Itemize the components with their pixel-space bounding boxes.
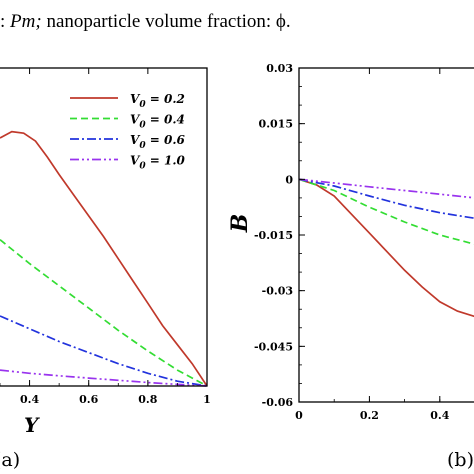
y-tick-label-b-3: -0.015 <box>254 229 293 242</box>
chart-panel-a: 0.40.60.81Y(a)V0 = 0.2V0 = 0.4V0 = 0.6V0… <box>0 67 211 471</box>
series-line-a-3 <box>0 369 208 387</box>
y-tick-label-b-6: -0.06 <box>262 396 294 409</box>
x-tick-label-a-0: 0.4 <box>20 393 39 406</box>
legend-label-3: V0 = 1.0 <box>130 154 186 172</box>
plot-frame-a <box>0 67 208 387</box>
legend: V0 = 0.2 V0 = 0.4 V0 = 0.6 V0 = 1.0 <box>70 92 186 172</box>
y-tick-label-b-2: 0 <box>285 173 293 186</box>
x-tick-label-a-3: 1 <box>203 393 211 406</box>
caption-pm: Pm; <box>10 11 42 32</box>
plot-frame-b <box>298 67 474 403</box>
y-tick-label-b-4: -0.03 <box>262 285 293 298</box>
series-line-b-1 <box>298 178 474 245</box>
x-axis-label-a: Y <box>24 413 40 437</box>
y-axis-label-b: B <box>227 214 253 234</box>
x-tick-label-a-2: 0.8 <box>138 393 157 406</box>
legend-label-2: V0 = 0.6 <box>130 133 186 151</box>
caption-rest: nanoparticle volume fraction: ϕ. <box>46 11 291 32</box>
legend-label-0: V0 = 0.2 <box>130 92 185 110</box>
series-line-b-0 <box>298 178 474 318</box>
series-line-a-2 <box>0 315 208 387</box>
caption-prefix: : <box>0 11 6 32</box>
series-line-a-1 <box>0 239 208 387</box>
y-tick-label-b-5: -0.045 <box>254 340 293 353</box>
x-tick-label-b-2: 0.4 <box>430 409 449 422</box>
x-tick-label-b-1: 0.2 <box>360 409 379 422</box>
legend-label-1: V0 = 0.4 <box>130 113 185 131</box>
panel-label-b: (b) <box>447 449 474 471</box>
series-line-a-0 <box>0 130 208 387</box>
panel-label-a: (a) <box>0 449 20 471</box>
series-line-b-2 <box>298 178 474 220</box>
x-tick-label-a-1: 0.6 <box>79 393 98 406</box>
series-line-b-3 <box>298 178 474 199</box>
x-tick-label-b-0: 0 <box>295 409 303 422</box>
y-tick-label-b-0: 0.03 <box>266 62 293 75</box>
figure-caption: : Pm; nanoparticle volume fraction: ϕ. <box>0 2 474 42</box>
y-tick-label-b-1: 0.015 <box>259 118 293 131</box>
